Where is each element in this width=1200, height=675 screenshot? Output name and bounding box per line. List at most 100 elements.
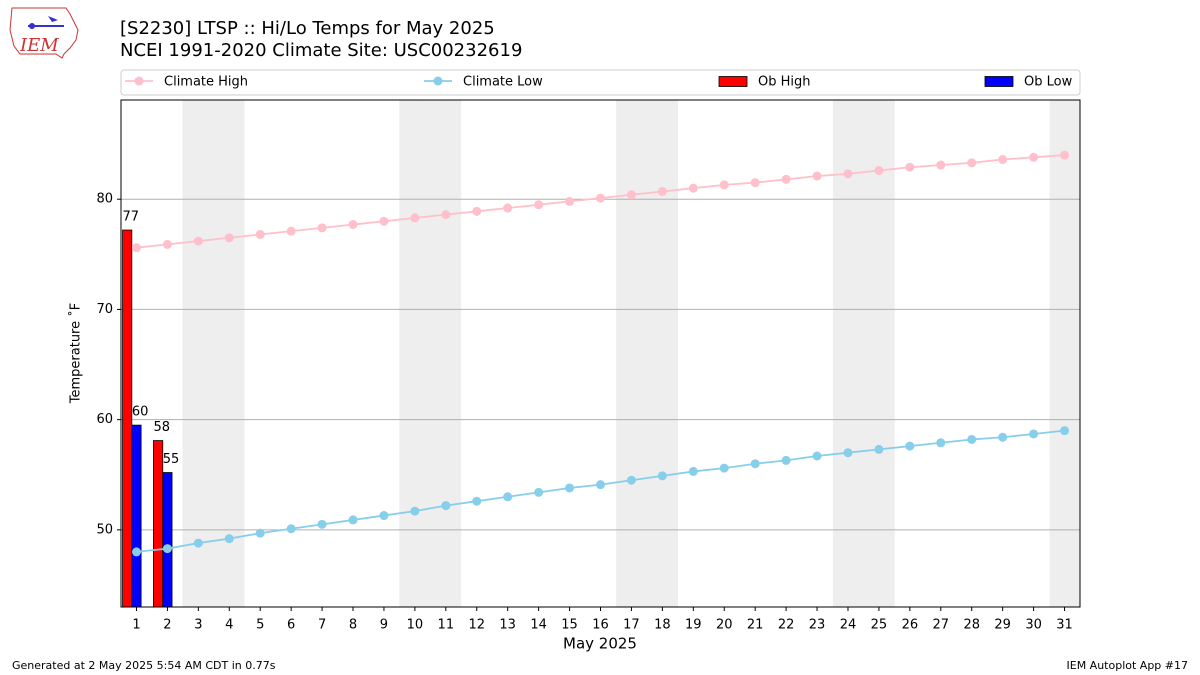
weekend-shading xyxy=(182,100,1080,607)
series-point xyxy=(534,200,544,210)
series-point xyxy=(317,223,327,233)
series-point xyxy=(286,226,296,236)
series-point xyxy=(224,233,234,243)
series-point xyxy=(379,511,389,521)
x-tick-label: 9 xyxy=(380,618,388,633)
legend-swatch xyxy=(718,76,748,87)
x-tick-label: 29 xyxy=(994,618,1011,633)
series-point xyxy=(596,193,605,203)
legend-label: Ob High xyxy=(758,75,811,90)
series-point xyxy=(162,544,172,554)
series-point xyxy=(286,524,296,534)
series-point xyxy=(1029,429,1039,439)
series-point xyxy=(1029,152,1039,162)
x-tick-label: 31 xyxy=(1056,618,1073,633)
footer-right: IEM Autoplot App #17 xyxy=(1067,659,1189,672)
series-point xyxy=(936,438,946,448)
legend-marker xyxy=(134,76,144,86)
series-point xyxy=(193,236,203,246)
series-point xyxy=(688,183,698,193)
x-tick-label: 6 xyxy=(287,618,295,633)
series-point xyxy=(534,487,544,497)
series-point xyxy=(750,178,760,188)
series-point xyxy=(750,459,760,469)
x-tick-label: 7 xyxy=(318,618,326,633)
y-tick-label: 50 xyxy=(96,522,113,537)
series-point xyxy=(688,466,698,476)
legend-label: Climate Low xyxy=(463,75,543,90)
x-tick-label: 2 xyxy=(163,618,171,633)
series-point xyxy=(781,455,791,465)
series-point xyxy=(719,180,729,190)
series-point xyxy=(348,515,358,525)
series-point xyxy=(843,169,853,179)
series-point xyxy=(162,239,172,249)
x-tick-label: 26 xyxy=(902,618,919,633)
x-tick-label: 13 xyxy=(499,618,516,633)
x-tick-label: 30 xyxy=(1025,618,1042,633)
x-tick-label: 21 xyxy=(747,618,764,633)
bar xyxy=(131,424,142,608)
series-point xyxy=(812,451,822,461)
x-tick-label: 12 xyxy=(468,618,485,633)
y-tick-label: 70 xyxy=(96,302,113,317)
bar xyxy=(162,472,173,608)
series-point xyxy=(998,432,1008,442)
legend-label: Ob Low xyxy=(1024,75,1073,90)
series-point xyxy=(255,229,265,239)
x-tick-label: 4 xyxy=(225,618,233,633)
series-point xyxy=(596,480,605,490)
series-point xyxy=(503,492,513,502)
series-point xyxy=(998,155,1008,165)
series-point xyxy=(1060,150,1070,160)
series-point xyxy=(967,158,977,168)
series-point xyxy=(657,471,667,481)
logo: IEM xyxy=(9,7,79,59)
series-point xyxy=(255,528,265,538)
series-point xyxy=(193,538,203,548)
plot-frame xyxy=(120,99,1081,608)
x-tick-label: 18 xyxy=(654,618,671,633)
x-axis-label: May 2025 xyxy=(563,635,637,653)
bar xyxy=(122,229,133,608)
series-point xyxy=(131,547,141,557)
x-tick-label: 15 xyxy=(561,618,578,633)
series-point xyxy=(565,196,575,206)
series-point xyxy=(131,243,141,253)
series-point xyxy=(626,190,636,200)
x-tick-label: 19 xyxy=(685,618,702,633)
bar-label: 55 xyxy=(163,452,180,467)
bar xyxy=(153,440,164,608)
x-tick-label: 25 xyxy=(871,618,888,633)
series-point xyxy=(657,186,667,196)
series-point xyxy=(967,434,977,444)
x-tick-label: 22 xyxy=(778,618,795,633)
series-point xyxy=(874,444,884,454)
series-point xyxy=(565,483,575,493)
chart-subtitle: NCEI 1991-2020 Climate Site: USC00232619 xyxy=(120,40,522,61)
x-tick-label: 20 xyxy=(716,618,733,633)
x-tick-label: 5 xyxy=(256,618,264,633)
series-point xyxy=(812,171,822,181)
legend-marker xyxy=(433,76,443,86)
x-tick-label: 1 xyxy=(132,618,140,633)
chart-title: [S2230] LTSP :: Hi/Lo Temps for May 2025 xyxy=(120,18,495,39)
series-point xyxy=(472,496,482,506)
series-line xyxy=(136,429,1065,553)
legend-swatch xyxy=(984,76,1014,87)
legend-label: Climate High xyxy=(164,75,248,90)
series-point xyxy=(317,519,327,529)
x-tick-label: 10 xyxy=(407,618,424,633)
series-point xyxy=(781,174,791,184)
series-point xyxy=(348,220,358,230)
series-point xyxy=(441,210,451,220)
x-tick-label: 23 xyxy=(809,618,826,633)
y-tick-label: 60 xyxy=(96,412,113,427)
bar-label: 58 xyxy=(153,420,170,435)
bar-label: 77 xyxy=(123,210,140,225)
series-point xyxy=(441,501,451,511)
y-tick-label: 80 xyxy=(96,192,113,207)
x-tick-label: 14 xyxy=(530,618,547,633)
series-point xyxy=(843,448,853,458)
series-point xyxy=(472,206,482,216)
